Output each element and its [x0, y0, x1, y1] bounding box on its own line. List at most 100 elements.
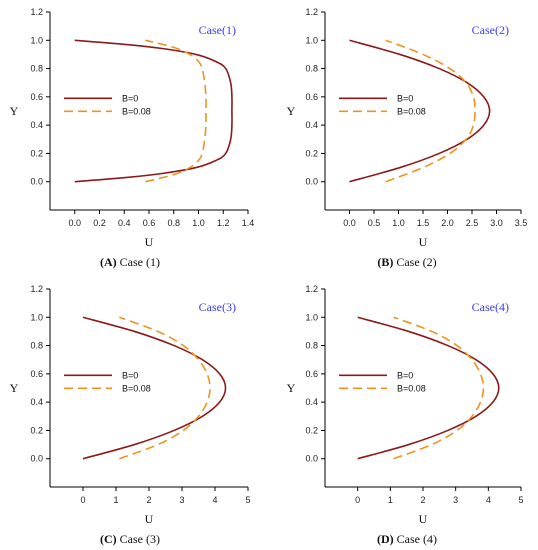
case-label: Case(3) [199, 300, 236, 314]
x-tick-label: 0.8 [167, 218, 180, 228]
y-tick-label: 0.0 [305, 454, 318, 464]
series-line-b008 [145, 39, 207, 183]
legend-label-b008: B=0.08 [122, 106, 151, 116]
x-tick-label: 0 [80, 495, 85, 505]
y-tick-label: 0.0 [30, 177, 43, 187]
x-axis-label: U [419, 235, 428, 249]
x-tick-label: 2 [420, 495, 425, 505]
x-tick-label: 1.5 [417, 218, 430, 228]
y-tick-label: 1.2 [305, 284, 318, 294]
caption-letter: (B) [377, 255, 394, 269]
x-tick-label: 0.6 [143, 218, 156, 228]
x-tick-label: 1.0 [392, 218, 405, 228]
y-tick-label: 0.6 [305, 369, 318, 379]
y-tick-label: 0.6 [30, 369, 43, 379]
caption-d: (D) Case (4) [277, 532, 537, 547]
chart-panel-b: 0.0 0.5 1.0 1.5 2.0 2.5 3.0 3.5 0.0 0.2 0.4 0.6 0.8 1… [277, 0, 537, 269]
x-tick-label: 1 [113, 495, 118, 505]
y-tick-label: 0.2 [305, 425, 318, 435]
y-tick-label: 0.8 [30, 341, 43, 351]
x-tick-label: 2.5 [466, 218, 479, 228]
y-tick-label: 1.2 [305, 7, 318, 17]
case-label: Case(4) [472, 300, 509, 314]
y-tick-label: 0.4 [30, 120, 43, 130]
legend-label-b0: B=0 [122, 93, 138, 103]
y-tick-label: 0.2 [305, 148, 318, 158]
legend-label-b0: B=0 [122, 370, 138, 380]
legend-label-b008: B=0.08 [397, 106, 426, 116]
legend-label-b0: B=0 [397, 93, 413, 103]
x-tick-label: 0.0 [68, 218, 81, 228]
y-axis-label: Y [287, 104, 296, 118]
y-tick-label: 1.0 [30, 312, 43, 322]
legend-label-b008: B=0.08 [397, 383, 426, 393]
x-axis-label: U [145, 235, 154, 249]
x-axis-label: U [419, 512, 428, 526]
case-label: Case(1) [199, 23, 236, 37]
y-tick-label: 1.0 [305, 312, 318, 322]
chart-panel-a: 0.0 0.2 0.4 0.6 0.8 1.0 1.2 1.4 0.0 0.2 0.4 0.6 0.8 1… [0, 0, 270, 269]
x-tick-label: 3.5 [515, 218, 528, 228]
y-tick-label: 0.2 [30, 425, 43, 435]
x-tick-label: 4 [212, 495, 217, 505]
x-tick-label: 0.2 [93, 218, 106, 228]
series-line-b008 [385, 39, 476, 183]
x-tick-label: 0 [355, 495, 360, 505]
x-tick-label: 0.5 [368, 218, 381, 228]
x-axis-label: U [145, 512, 154, 526]
caption-a: (A) Case (1) [0, 255, 260, 270]
y-tick-label: 0.6 [305, 92, 318, 102]
x-tick-label: 5 [518, 495, 523, 505]
series-line-b0 [357, 316, 500, 460]
caption-text: Case (2) [393, 255, 437, 269]
y-tick-label: 0.0 [305, 177, 318, 187]
series-line-b008 [393, 316, 485, 460]
x-tick-label: 1.2 [217, 218, 230, 228]
legend-label-b0: B=0 [397, 370, 413, 380]
x-tick-label: 2 [146, 495, 151, 505]
line-chart-b: 0.0 0.5 1.0 1.5 2.0 2.5 3.0 3.5 0.0 0.2 0.4 0.6 0.8 1… [287, 7, 528, 249]
series-line-b008 [119, 316, 211, 460]
x-tick-label: 3 [179, 495, 184, 505]
y-axis-label: Y [287, 381, 296, 395]
y-axis-label: Y [10, 381, 19, 395]
y-tick-label: 0.8 [305, 341, 318, 351]
chart-panel-d: 0 1 2 3 4 5 0.0 0.2 0.4 0.6 0.8 1.0 1.2 U Y Case(4) B=0 B… [277, 277, 537, 546]
y-tick-label: 0.8 [305, 64, 318, 74]
y-tick-label: 0.4 [305, 397, 318, 407]
caption-letter: (C) [100, 532, 117, 546]
caption-b: (B) Case (2) [277, 255, 537, 270]
caption-letter: (A) [100, 255, 117, 269]
caption-text: Case (1) [116, 255, 160, 269]
caption-letter: (D) [377, 532, 394, 546]
x-tick-label: 5 [245, 495, 250, 505]
y-tick-label: 1.0 [305, 35, 318, 45]
line-chart-d: 0 1 2 3 4 5 0.0 0.2 0.4 0.6 0.8 1.0 1.2 U Y Case(4) B=0 B… [287, 284, 524, 526]
legend-label-b008: B=0.08 [122, 383, 151, 393]
y-tick-label: 1.0 [30, 35, 43, 45]
line-chart-a: 0.0 0.2 0.4 0.6 0.8 1.0 1.2 1.4 0.0 0.2 0.4 0.6 0.8 1… [10, 7, 255, 249]
y-tick-label: 0.4 [305, 120, 318, 130]
x-tick-label: 1.0 [192, 218, 205, 228]
x-tick-label: 2.0 [441, 218, 454, 228]
line-chart-c: 0 1 2 3 4 5 0.0 0.2 0.4 0.6 0.8 1.0 1.2 U Y Case(3) B=0 B… [10, 284, 251, 526]
case-label: Case(2) [472, 23, 509, 37]
x-tick-label: 1.4 [242, 218, 255, 228]
caption-c: (C) Case (3) [0, 532, 260, 547]
x-tick-label: 4 [486, 495, 491, 505]
x-tick-label: 0.4 [118, 218, 131, 228]
series-line-b0 [349, 39, 491, 183]
caption-text: Case (4) [393, 532, 437, 546]
x-tick-label: 1 [388, 495, 393, 505]
y-tick-label: 0.4 [30, 397, 43, 407]
y-tick-label: 0.8 [30, 64, 43, 74]
chart-panel-c: 0 1 2 3 4 5 0.0 0.2 0.4 0.6 0.8 1.0 1.2 U Y Case(3) B=0 B… [0, 277, 270, 546]
y-tick-label: 0.0 [30, 454, 43, 464]
x-tick-label: 0.0 [343, 218, 356, 228]
y-axis-label: Y [10, 104, 19, 118]
y-tick-label: 0.6 [30, 92, 43, 102]
y-tick-label: 1.2 [30, 284, 43, 294]
y-tick-label: 1.2 [30, 7, 43, 17]
x-tick-label: 3.0 [490, 218, 503, 228]
y-tick-label: 0.2 [30, 148, 43, 158]
